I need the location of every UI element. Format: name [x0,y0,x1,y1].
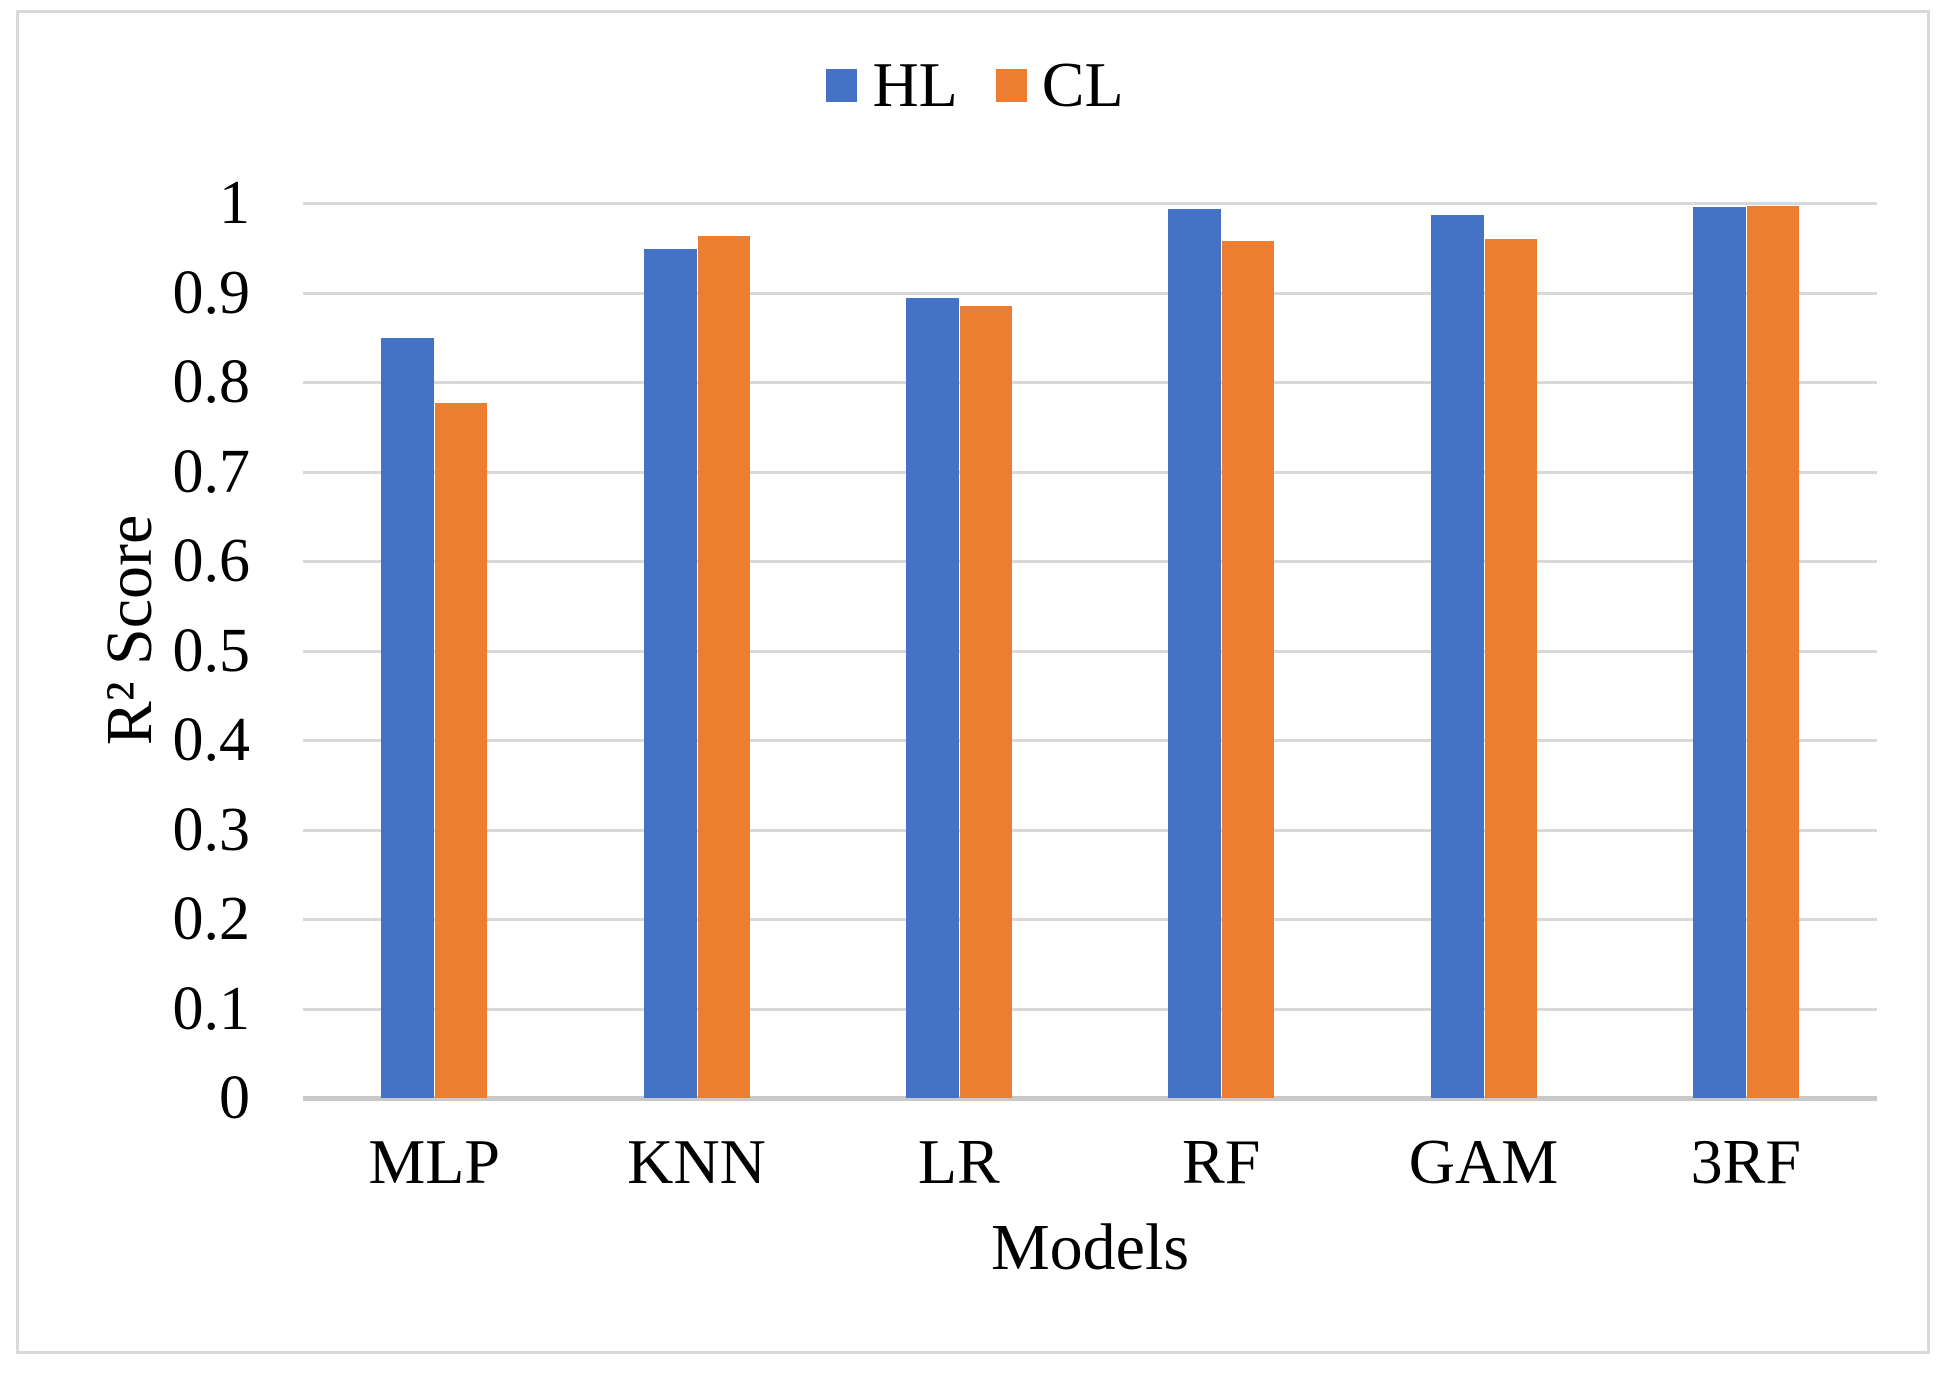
x-axis-tick-labels: MLP KNN LR RF GAM 3RF [303,1122,1877,1202]
x-axis-title: Models [991,1211,1189,1284]
y-tick-label: 0.9 [172,258,251,327]
y-tick-label: 0 [219,1064,250,1132]
chart-border [16,10,1930,1354]
gridline [303,739,1877,742]
y-tick-label: 0.3 [172,795,251,864]
gridline [303,381,1877,384]
bar-gam-hl [1430,214,1484,1098]
legend-label: HL [872,49,958,120]
bar-mlp-hl [381,338,435,1098]
gridline [303,918,1877,921]
bar-gam-cl [1484,238,1537,1098]
gridline [303,560,1877,563]
bar-mlp-cl [435,402,488,1098]
y-tick-label: 0.4 [172,706,251,774]
plot-area [303,203,1877,1098]
y-axis-tick-labels: 0 0.1 0.2 0.3 0.4 0.5 0.6 0.7 0.8 0.9 1 [0,172,251,1129]
gridline [303,649,1877,653]
y-tick-label: 0.1 [172,974,251,1043]
bar-lr-cl [959,305,1012,1098]
gridline [303,291,1877,295]
bar-3rf-cl [1746,205,1799,1098]
gridline [303,470,1877,474]
x-axis-line [303,1096,1877,1101]
legend-swatch-hl [826,68,858,102]
x-tick-label-mlp: MLP [368,1126,500,1197]
gridlines [303,202,1877,1101]
bar-rf-hl [1168,209,1222,1098]
x-tick-label-lr: LR [917,1126,1000,1197]
x-tick-label-3rf: 3RF [1690,1126,1801,1197]
gridline [303,1007,1877,1011]
x-tick-label-knn: KNN [627,1126,766,1197]
bar-knn-hl [643,248,697,1098]
legend-label: CL [1041,49,1124,120]
bar-rf-cl [1222,240,1275,1098]
x-tick-label-rf: RF [1182,1126,1261,1197]
y-tick-label: 0.6 [172,527,251,595]
bar-knn-cl [697,236,750,1098]
legend-item-hl: HL [826,48,958,122]
bar-3rf-hl [1692,206,1746,1098]
bar-lr-hl [905,297,959,1098]
legend: HL CL [19,48,1931,122]
y-tick-label: 0.8 [172,348,251,416]
gridline [303,828,1877,832]
y-tick-label: 0.5 [172,616,251,685]
y-tick-label: 0.2 [172,885,251,953]
y-tick-label: 1 [219,169,250,237]
y-tick-label: 0.7 [172,437,251,506]
legend-item-cl: CL [995,48,1124,122]
legend-swatch-cl [995,68,1027,102]
gridline [303,202,1877,205]
x-tick-label-gam: GAM [1408,1126,1559,1197]
